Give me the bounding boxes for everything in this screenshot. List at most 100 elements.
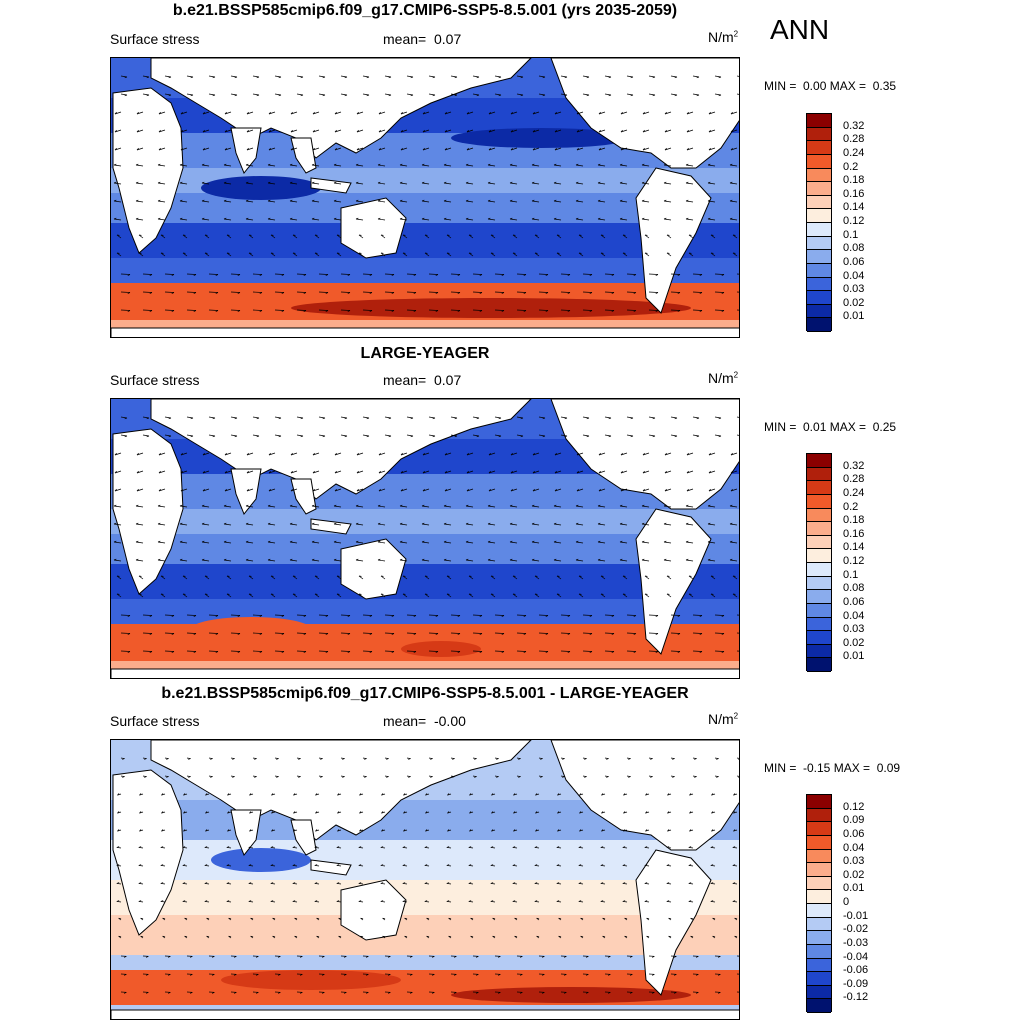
colorbar-segment [807,263,831,278]
colorbar-segment [807,304,831,319]
colorbar-segment [807,250,831,264]
colorbar-segment [807,590,831,604]
colorbar-tick-label: 0.04 [843,269,865,282]
colorbar-tick-label: 0.09 [843,814,865,827]
colorbar-tick-label: 0.1 [843,568,859,581]
colorbar-segment [807,454,831,468]
wind-vectors [116,757,739,994]
colorbar-segment [807,876,831,891]
colorbar-segment [807,795,831,809]
colorbar-tick-label: 0.08 [843,582,865,595]
colorbar-segment [807,277,831,292]
colorbar-segment [807,522,831,536]
wind-vectors [113,75,739,312]
colorbar-tick-label: -0.02 [843,923,869,936]
colorbar-tick-label: 0.14 [843,201,865,214]
colorbar [806,113,832,332]
colorbar-segment [807,154,831,169]
colorbar-segment [807,972,831,986]
colorbar-tick-label: 0.24 [843,486,865,499]
colorbar-tick-label: -0.03 [843,936,869,949]
colorbar-segment [807,467,831,482]
colorbar-segment [807,209,831,223]
colorbar-tick-label: 0.01 [843,310,865,323]
colorbar-segment [807,494,831,509]
colorbar-tick-label: -0.06 [843,964,869,977]
map-frame [110,739,740,1020]
colorbar-tick-label: 0.02 [843,636,865,649]
colorbar-segment [807,904,831,918]
colorbar-segment [807,127,831,142]
colorbar-segment [807,999,831,1013]
panel-title: b.e21.BSSP585cmip6.f09_g17.CMIP6-SSP5-8.… [161,685,689,702]
colorbar-segment [807,182,831,196]
colorbar-tick-label: 0.12 [843,555,865,567]
colorbar-segment [807,958,831,973]
colorbar-tick-label: -0.01 [843,909,869,922]
colorbar-tick-label: 0.1 [843,228,859,241]
min-max-label: MIN = 0.00 MAX = 0.35 [764,79,897,93]
colorbar-segment [807,291,831,305]
colorbar-segment [807,808,831,823]
colorbar-tick-label: 0.18 [843,514,865,527]
colorbar-segment [807,549,831,563]
colorbar-segment [807,835,831,850]
min-max-label: MIN = -0.15 MAX = 0.09 [764,761,901,775]
colorbar-tick-label: 0.28 [843,133,865,146]
colorbar-segment [807,617,831,632]
colorbar-segment [807,236,831,251]
colorbar-segment [807,318,831,332]
colorbar-segment [807,603,831,618]
colorbar-tick-label: 0.24 [843,146,865,159]
wind-vectors [113,416,739,653]
colorbar-segment [807,822,831,836]
colorbar-segment [807,168,831,183]
colorbar-tick-label: 0.2 [843,160,859,173]
colorbar-tick-label: 0.16 [843,527,865,540]
colorbar-segment [807,849,831,864]
colorbar-tick-label: 0.32 [843,119,865,132]
units-label: N/m2 [708,29,739,45]
colorbar-segment [807,917,831,932]
variable-label: Surface stress [110,372,200,388]
colorbar-tick-label: -0.12 [843,991,869,1004]
map-panel-3: b.e21.BSSP585cmip6.f09_g17.CMIP6-SSP5-8.… [0,682,1024,1023]
colorbar-tick-label: 0.01 [843,882,865,895]
season-label: ANN [770,14,830,45]
units-label: N/m2 [708,370,739,386]
colorbar-tick-label: 0.2 [843,500,859,513]
colorbar-segment [807,535,831,550]
colorbar-segment [807,985,831,1000]
colorbar-tick-label: 0.01 [843,650,865,663]
colorbar-segment [807,508,831,523]
colorbar-segment [807,563,831,577]
panel-title: b.e21.BSSP585cmip6.f09_g17.CMIP6-SSP5-8.… [172,2,678,19]
colorbar-tick-label: 0.02 [843,868,865,881]
colorbar-tick-label: -0.04 [843,950,869,963]
colorbar-segment [807,141,831,155]
wind-stress-map [111,399,739,678]
units-label: N/m2 [708,711,739,727]
colorbar-segment [807,223,831,237]
colorbar [806,453,832,672]
colorbar-tick-label: 0.16 [843,187,865,200]
colorbar-tick-label: 0.06 [843,595,865,608]
variable-label: Surface stress [110,713,200,729]
min-max-label: MIN = 0.01 MAX = 0.25 [764,420,897,434]
colorbar-segment [807,863,831,877]
colorbar-segment [807,195,831,210]
colorbar-segment [807,944,831,959]
map-frame [110,398,740,679]
mean-label: mean= 0.07 [383,31,462,47]
colorbar-tick-label: 0.03 [843,623,865,636]
colorbar-tick-label: 0 [843,896,850,908]
colorbar-tick-label: 0.02 [843,296,865,309]
mean-label: mean= 0.07 [383,372,462,388]
colorbar-tick-label: 0.12 [843,800,865,813]
colorbar-segment [807,576,831,591]
map-panel-2: LARGE-YEAGER Surface stress mean= 0.07 N/m2… [0,341,1024,682]
colorbar-segment [807,658,831,672]
colorbar-tick-label: 0.06 [843,827,865,840]
colorbar-tick-label: 0.04 [843,609,865,622]
colorbar-tick-label: 0.03 [843,283,865,296]
